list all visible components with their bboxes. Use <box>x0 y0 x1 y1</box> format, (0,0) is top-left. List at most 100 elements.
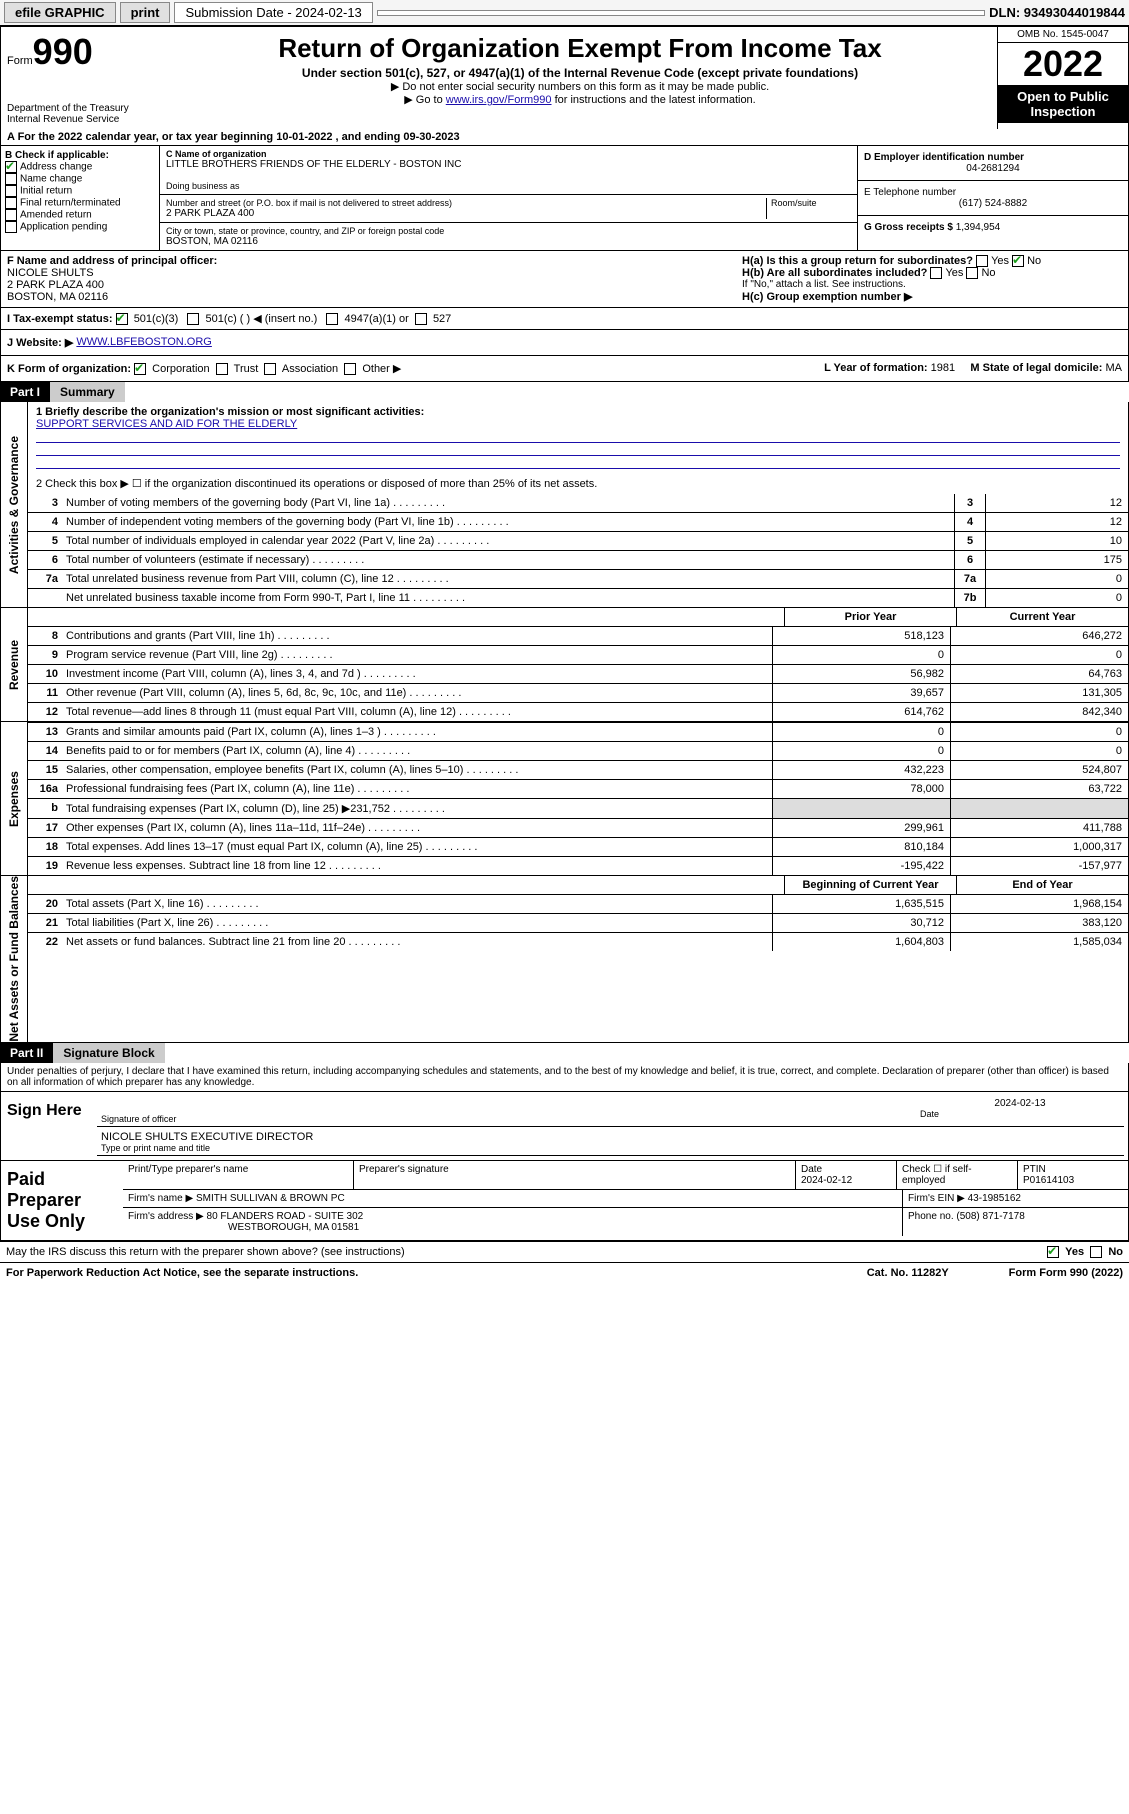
check-final-return[interactable]: Final return/terminated <box>5 197 155 209</box>
row-desc: Other expenses (Part IX, column (A), lin… <box>62 819 772 837</box>
c-name-label: C Name of organization <box>166 149 851 159</box>
row-desc: Revenue less expenses. Subtract line 18 … <box>62 857 772 875</box>
prior-val: 78,000 <box>772 780 950 798</box>
sign-date-label: Date <box>920 1109 1120 1119</box>
print-button[interactable]: print <box>120 2 171 23</box>
current-val: 64,763 <box>950 665 1128 683</box>
revenue-rows: 8 Contributions and grants (Part VIII, l… <box>28 626 1128 721</box>
checkbox-icon[interactable] <box>264 363 276 375</box>
submission-date: Submission Date - 2024-02-13 <box>174 2 372 23</box>
row-num: 10 <box>28 665 62 683</box>
check-application-pending[interactable]: Application pending <box>5 221 155 233</box>
omb-number: OMB No. 1545-0047 <box>998 27 1128 43</box>
current-val <box>950 799 1128 818</box>
checkbox-icon[interactable] <box>326 313 338 325</box>
tax-exempt-status: I Tax-exempt status: 501(c)(3) 501(c) ( … <box>1 308 736 329</box>
efile-button[interactable]: efile GRAPHIC <box>4 2 116 23</box>
prep-row-1: Print/Type preparer's name Preparer's si… <box>123 1161 1128 1190</box>
self-employed-check[interactable]: Check ☐ if self-employed <box>897 1161 1018 1189</box>
vlabel-text: Revenue <box>7 640 21 690</box>
row-desc: Benefits paid to or for members (Part IX… <box>62 742 772 760</box>
row-desc: Total revenue—add lines 8 through 11 (mu… <box>62 703 772 721</box>
part-i-label: Part I <box>0 382 50 402</box>
q2-text: 2 Check this box ▶ ☐ if the organization… <box>28 473 1128 494</box>
header-center: Return of Organization Exempt From Incom… <box>163 27 997 129</box>
checkbox-icon[interactable] <box>415 313 427 325</box>
check-address-change[interactable]: Address change <box>5 161 155 173</box>
check-initial-return[interactable]: Initial return <box>5 185 155 197</box>
hb-note: If "No," attach a list. See instructions… <box>742 279 1122 290</box>
checkbox-icon[interactable] <box>1012 255 1024 267</box>
hb-no: No <box>981 267 995 279</box>
line2-post: for instructions and the latest informat… <box>552 94 756 106</box>
row-num: 21 <box>28 914 62 932</box>
spacer-field <box>377 10 985 16</box>
checkbox-icon[interactable] <box>187 313 199 325</box>
e-label: E Telephone number <box>864 187 1122 198</box>
current-val: 411,788 <box>950 819 1128 837</box>
checkbox-icon[interactable] <box>116 313 128 325</box>
opt-association: Association <box>282 363 338 375</box>
preparer-label: Paid Preparer Use Only <box>1 1161 123 1240</box>
data-row: 14 Benefits paid to or for members (Part… <box>28 741 1128 760</box>
firm-name-label: Firm's name ▶ <box>128 1193 193 1204</box>
checkbox-icon[interactable] <box>344 363 356 375</box>
row-desc: Grants and similar amounts paid (Part IX… <box>62 723 772 741</box>
year-formation: 1981 <box>931 362 955 374</box>
form-990-big: 990 <box>33 31 93 72</box>
current-val: 524,807 <box>950 761 1128 779</box>
section-c: C Name of organization LITTLE BROTHERS F… <box>160 146 857 250</box>
line-i-right <box>736 308 1128 329</box>
row-box: 7a <box>954 570 985 588</box>
end-year-header: End of Year <box>956 876 1128 894</box>
netassets-section: Net Assets or Fund Balances Beginning of… <box>0 876 1129 1043</box>
gross-receipts-value: 1,394,954 <box>956 222 1001 233</box>
officer-name: NICOLE SHULTS <box>7 267 730 279</box>
row-desc: Contributions and grants (Part VIII, lin… <box>62 627 772 645</box>
netassets-rows: 20 Total assets (Part X, line 16) 1,635,… <box>28 894 1128 951</box>
row-desc: Number of independent voting members of … <box>62 513 954 531</box>
checkbox-icon[interactable] <box>966 267 978 279</box>
vlabel-text: Activities & Governance <box>7 436 21 574</box>
twocol-header: Prior Year Current Year <box>28 608 1128 626</box>
checkbox-icon[interactable] <box>134 363 146 375</box>
prior-val: 0 <box>772 646 950 664</box>
checkbox-icon[interactable] <box>976 255 988 267</box>
row-num: 9 <box>28 646 62 664</box>
row-desc: Program service revenue (Part VIII, line… <box>62 646 772 664</box>
city-label: City or town, state or province, country… <box>166 226 851 236</box>
paperwork-text: For Paperwork Reduction Act Notice, see … <box>6 1267 358 1279</box>
phone-value: (617) 524-8882 <box>864 198 1122 209</box>
city-cell: City or town, state or province, country… <box>160 223 857 250</box>
prior-val: -195,422 <box>772 857 950 875</box>
check-label: Initial return <box>20 186 72 197</box>
firm-ein: 43-1985162 <box>968 1193 1021 1204</box>
firm-addr-label: Firm's address ▶ <box>128 1211 204 1222</box>
checkbox-icon <box>5 221 17 233</box>
ha-no: No <box>1027 255 1041 267</box>
current-val: 0 <box>950 646 1128 664</box>
mission-text[interactable]: SUPPORT SERVICES AND AID FOR THE ELDERLY <box>36 418 297 430</box>
checkbox-icon[interactable] <box>216 363 228 375</box>
hb-yes: Yes <box>945 267 963 279</box>
org-name-cell: C Name of organization LITTLE BROTHERS F… <box>160 146 857 195</box>
header-line2: ▶ Go to www.irs.gov/Form990 for instruct… <box>169 93 991 106</box>
header-right: OMB No. 1545-0047 2022 Open to Public In… <box>997 27 1128 129</box>
data-row: 11 Other revenue (Part VIII, column (A),… <box>28 683 1128 702</box>
row-desc: Other revenue (Part VIII, column (A), li… <box>62 684 772 702</box>
line-k: K Form of organization: Corporation Trus… <box>0 356 1129 382</box>
irs-link[interactable]: www.irs.gov/Form990 <box>446 94 552 106</box>
check-name-change[interactable]: Name change <box>5 173 155 185</box>
state-domicile: MA <box>1106 362 1123 374</box>
netassets-vlabel: Net Assets or Fund Balances <box>1 876 28 1042</box>
checkbox-icon[interactable] <box>930 267 942 279</box>
officer-addr2: BOSTON, MA 02116 <box>7 291 730 303</box>
part-i-header: Part I Summary <box>0 382 1129 402</box>
row-desc: Net unrelated business taxable income fr… <box>62 589 954 607</box>
checkbox-icon[interactable] <box>1090 1246 1102 1258</box>
website-link[interactable]: WWW.LBFEBOSTON.ORG <box>76 336 211 349</box>
check-amended[interactable]: Amended return <box>5 209 155 221</box>
checkbox-icon[interactable] <box>1047 1246 1059 1258</box>
data-row: 21 Total liabilities (Part X, line 26) 3… <box>28 913 1128 932</box>
data-row: Net unrelated business taxable income fr… <box>28 588 1128 607</box>
